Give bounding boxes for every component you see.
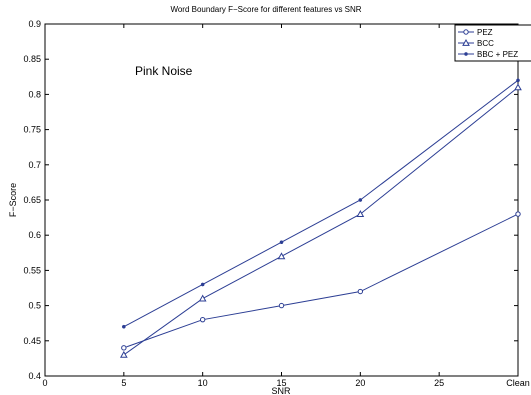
- data-point-1-0: [119, 350, 128, 358]
- y-tick-label: 0.5: [28, 301, 41, 311]
- data-point-1-3: [356, 210, 365, 217]
- y-tick-label: 0.6: [28, 230, 41, 240]
- y-tick-label: 0.65: [23, 195, 41, 205]
- y-tick-label: 0.55: [23, 265, 41, 275]
- x-tick-label: 25: [434, 378, 444, 388]
- plot-area: [44, 23, 519, 377]
- chart-title: Word Boundary F−Score for different feat…: [170, 5, 361, 14]
- y-tick-label: 0.85: [23, 54, 41, 64]
- y-tick-label: 0.8: [28, 89, 41, 99]
- pink-noise-annotation: Pink Noise: [135, 64, 193, 78]
- legend-marker-2: [464, 52, 468, 56]
- y-axis-label: F−Score: [8, 183, 18, 217]
- y-tick-label: 0.7: [28, 160, 41, 170]
- legend-marker-1: [462, 38, 470, 46]
- axis-ticks: 0 5 10 15 20 25 Clean 0.4 0.45 0.5 0.55 0.6 0.65 0.7 0…: [23, 19, 529, 388]
- x-axis-label: SNR: [271, 386, 291, 395]
- legend-label-2: BBC + PEZ: [477, 50, 518, 59]
- legend-marker-0: [463, 29, 469, 35]
- data-point-1-1: [198, 294, 207, 302]
- legend-label-0: PEZ: [477, 28, 493, 37]
- x-tick-label: 20: [355, 378, 365, 388]
- data-point-2-2: [279, 240, 284, 245]
- x-tick-label: 5: [121, 378, 126, 388]
- y-tick-label: 0.75: [23, 125, 41, 135]
- data-point-0-1: [199, 316, 206, 323]
- data-point-2-4: [516, 78, 520, 83]
- legend: PEZ BCC BBC + PEZ: [454, 24, 531, 62]
- x-tick-label: Clean: [506, 378, 530, 388]
- data-point-0-3: [357, 288, 364, 295]
- series-group: [119, 78, 522, 358]
- data-point-1-4: [514, 83, 522, 91]
- data-point-0-2: [278, 302, 285, 309]
- data-point-1-2: [277, 252, 286, 260]
- y-tick-label: 0.4: [28, 371, 41, 381]
- x-tick-label: 10: [198, 378, 208, 388]
- data-point-2-0: [121, 324, 126, 329]
- data-point-0-4: [515, 211, 521, 217]
- data-point-2-3: [358, 198, 363, 202]
- data-point-0-0: [121, 345, 127, 351]
- x-tick-label: 0: [42, 378, 47, 388]
- y-tick-label: 0.9: [28, 19, 41, 29]
- y-tick-label: 0.45: [23, 336, 41, 346]
- x-tick-label: 15: [276, 378, 286, 388]
- legend-label-1: BCC: [477, 39, 494, 48]
- data-point-2-1: [200, 282, 205, 287]
